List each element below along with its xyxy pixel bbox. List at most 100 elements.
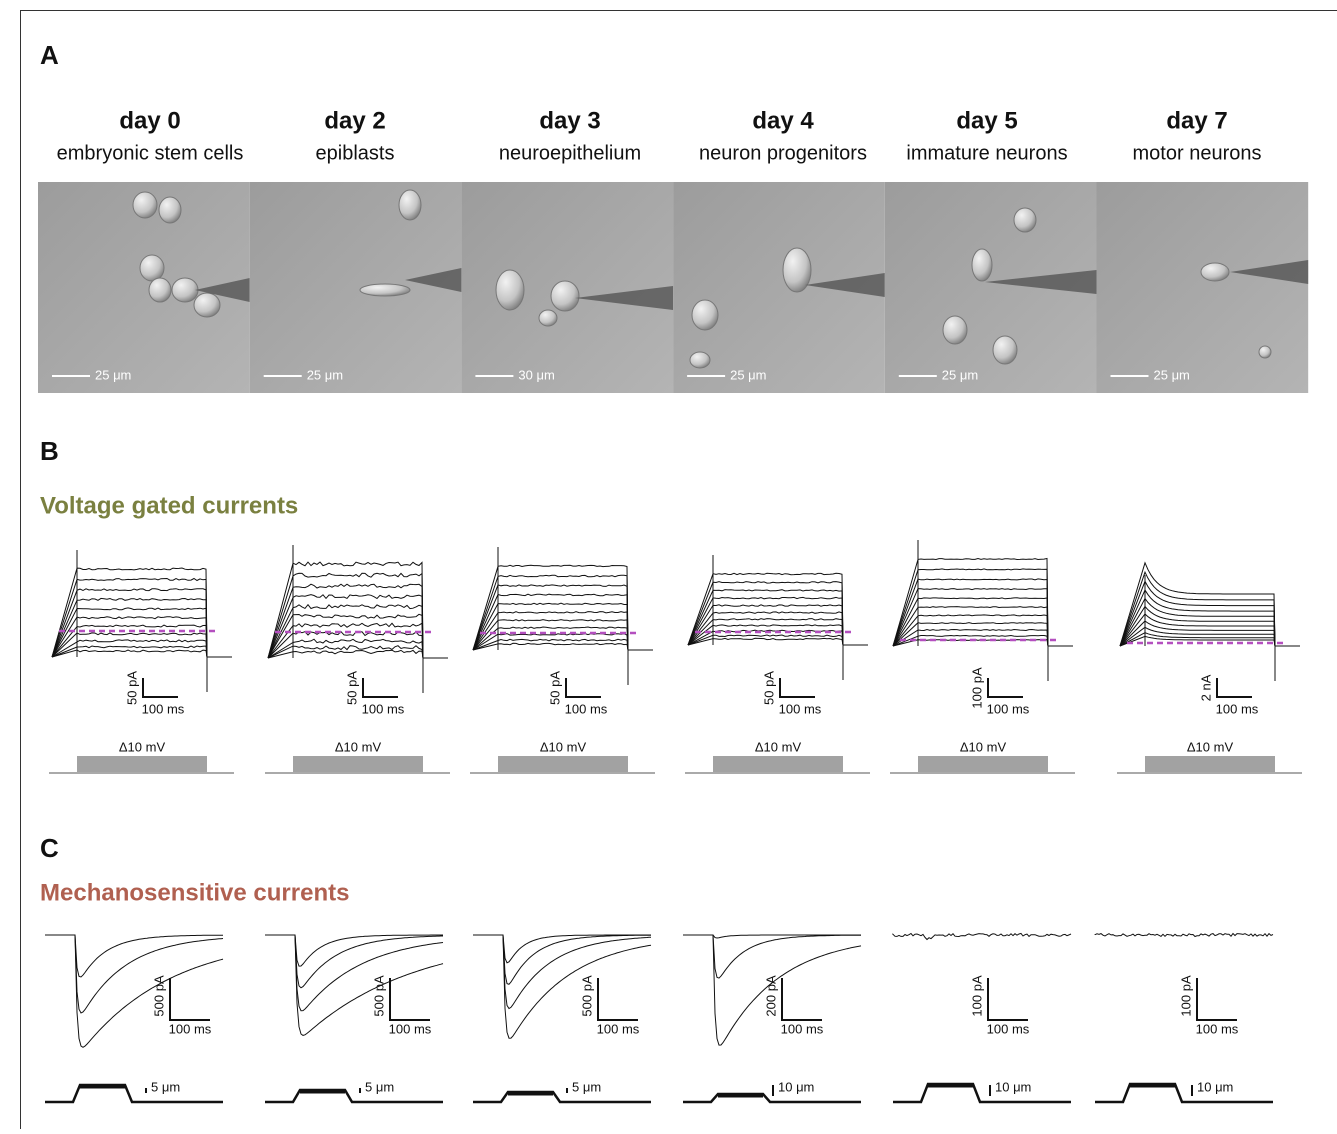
scale-bar: [363, 678, 398, 697]
cell: [551, 281, 579, 311]
trace: [683, 935, 861, 938]
scale-bar: [170, 978, 210, 1020]
scale-label: 30 μm: [518, 367, 554, 382]
trace: [893, 623, 1073, 646]
cell: [690, 352, 710, 368]
voltage-traces: [688, 555, 868, 680]
x-scale-label: 100 ms: [1196, 1021, 1239, 1036]
scale-bar: [988, 978, 1028, 1020]
x-scale-label: 100 ms: [987, 701, 1030, 716]
trace: [52, 568, 232, 657]
trace: [683, 935, 861, 978]
day-label: day 2: [324, 107, 385, 134]
voltage-traces: [473, 547, 653, 685]
scale-bar: [1197, 978, 1237, 1020]
micrograph: 25 μm: [673, 182, 885, 393]
cell: [496, 270, 524, 310]
trace: [473, 634, 653, 650]
trace: [473, 603, 653, 650]
x-scale-label: 100 ms: [565, 701, 608, 716]
voltage-traces: [52, 550, 232, 692]
x-scale-label: 100 ms: [987, 1021, 1030, 1036]
x-scale-label: 100 ms: [169, 1021, 212, 1036]
trace: [268, 650, 448, 658]
y-scale-label: 500 pA: [151, 975, 166, 1017]
x-scale-label: 100 ms: [597, 1021, 640, 1036]
y-scale-label: 500 pA: [371, 975, 386, 1017]
cell: [140, 255, 164, 281]
cell: [692, 300, 718, 330]
image-background: [1097, 182, 1309, 393]
day-label: day 4: [752, 107, 814, 134]
cell: [972, 249, 992, 281]
panel-title: Mechanosensitive currents: [40, 879, 349, 906]
mechano-traces: [1095, 934, 1273, 937]
cell: [159, 197, 181, 223]
trace: [52, 640, 232, 657]
trace: [52, 650, 232, 657]
mechano-traces: [893, 934, 1071, 940]
y-scale-label: 100 pA: [969, 667, 984, 709]
panel-title: Voltage gated currents: [40, 492, 298, 519]
cell: [1201, 263, 1229, 281]
scale-label: 25 μm: [95, 367, 131, 382]
step-label: Δ10 mV: [1187, 739, 1234, 754]
stage-label: motor neurons: [1133, 142, 1262, 164]
trace: [473, 627, 653, 650]
cell: [172, 278, 198, 302]
stage-label: neuroepithelium: [499, 142, 641, 164]
trace: [1120, 581, 1300, 646]
stage-label: epiblasts: [316, 142, 395, 164]
cell: [993, 336, 1017, 364]
y-scale-label: 100 pA: [969, 975, 984, 1017]
cell: [783, 248, 811, 292]
x-scale-label: 100 ms: [362, 701, 405, 716]
voltage-traces: [1120, 563, 1300, 681]
figure: A B Voltage gated currents C Mechanosens…: [0, 0, 1337, 1129]
x-scale-label: 100 ms: [781, 1021, 824, 1036]
trace: [268, 632, 448, 658]
scale-bar: [780, 678, 815, 697]
trace: [893, 589, 1073, 646]
cell: [539, 310, 557, 326]
scale-label: 25 μm: [942, 367, 978, 382]
cell: [149, 278, 171, 302]
cell: [943, 316, 967, 344]
stimulus: [1095, 1084, 1273, 1102]
trace: [473, 935, 651, 1009]
day-label: day 7: [1166, 107, 1227, 134]
cell: [1014, 208, 1036, 232]
trace: [52, 633, 232, 657]
trace: [52, 598, 232, 657]
scale-bar: [782, 978, 822, 1020]
cell: [1259, 346, 1271, 358]
y-scale-label: 500 pA: [579, 975, 594, 1017]
trace: [688, 638, 868, 645]
x-scale-label: 100 ms: [1216, 701, 1259, 716]
trace: [688, 573, 868, 645]
x-scale-label: 100 ms: [389, 1021, 432, 1036]
cell: [133, 192, 157, 218]
trace: [268, 623, 448, 658]
scale-bar: [143, 678, 178, 697]
stim-scale-label: 5 μm: [151, 1079, 180, 1094]
stim-scale-label: 5 μm: [365, 1079, 394, 1094]
step-label: Δ10 mV: [335, 739, 382, 754]
micrograph: 25 μm: [885, 182, 1097, 393]
micrograph: 25 μm: [38, 182, 250, 393]
stage-label: embryonic stem cells: [57, 142, 244, 164]
trace: [473, 643, 653, 650]
stage-label: neuron progenitors: [699, 142, 867, 164]
trace: [52, 608, 232, 657]
step-label: Δ10 mV: [960, 739, 1007, 754]
stim-scale-label: 10 μm: [778, 1079, 814, 1094]
trace: [473, 565, 653, 650]
stim-scale-label: 10 μm: [995, 1079, 1031, 1094]
trace: [45, 935, 223, 1013]
trace: [268, 584, 448, 658]
voltage-traces: [893, 540, 1073, 681]
panel-label: B: [40, 436, 59, 466]
trace: [265, 935, 443, 966]
y-scale-label: 200 pA: [763, 975, 778, 1017]
trace: [893, 934, 1071, 940]
